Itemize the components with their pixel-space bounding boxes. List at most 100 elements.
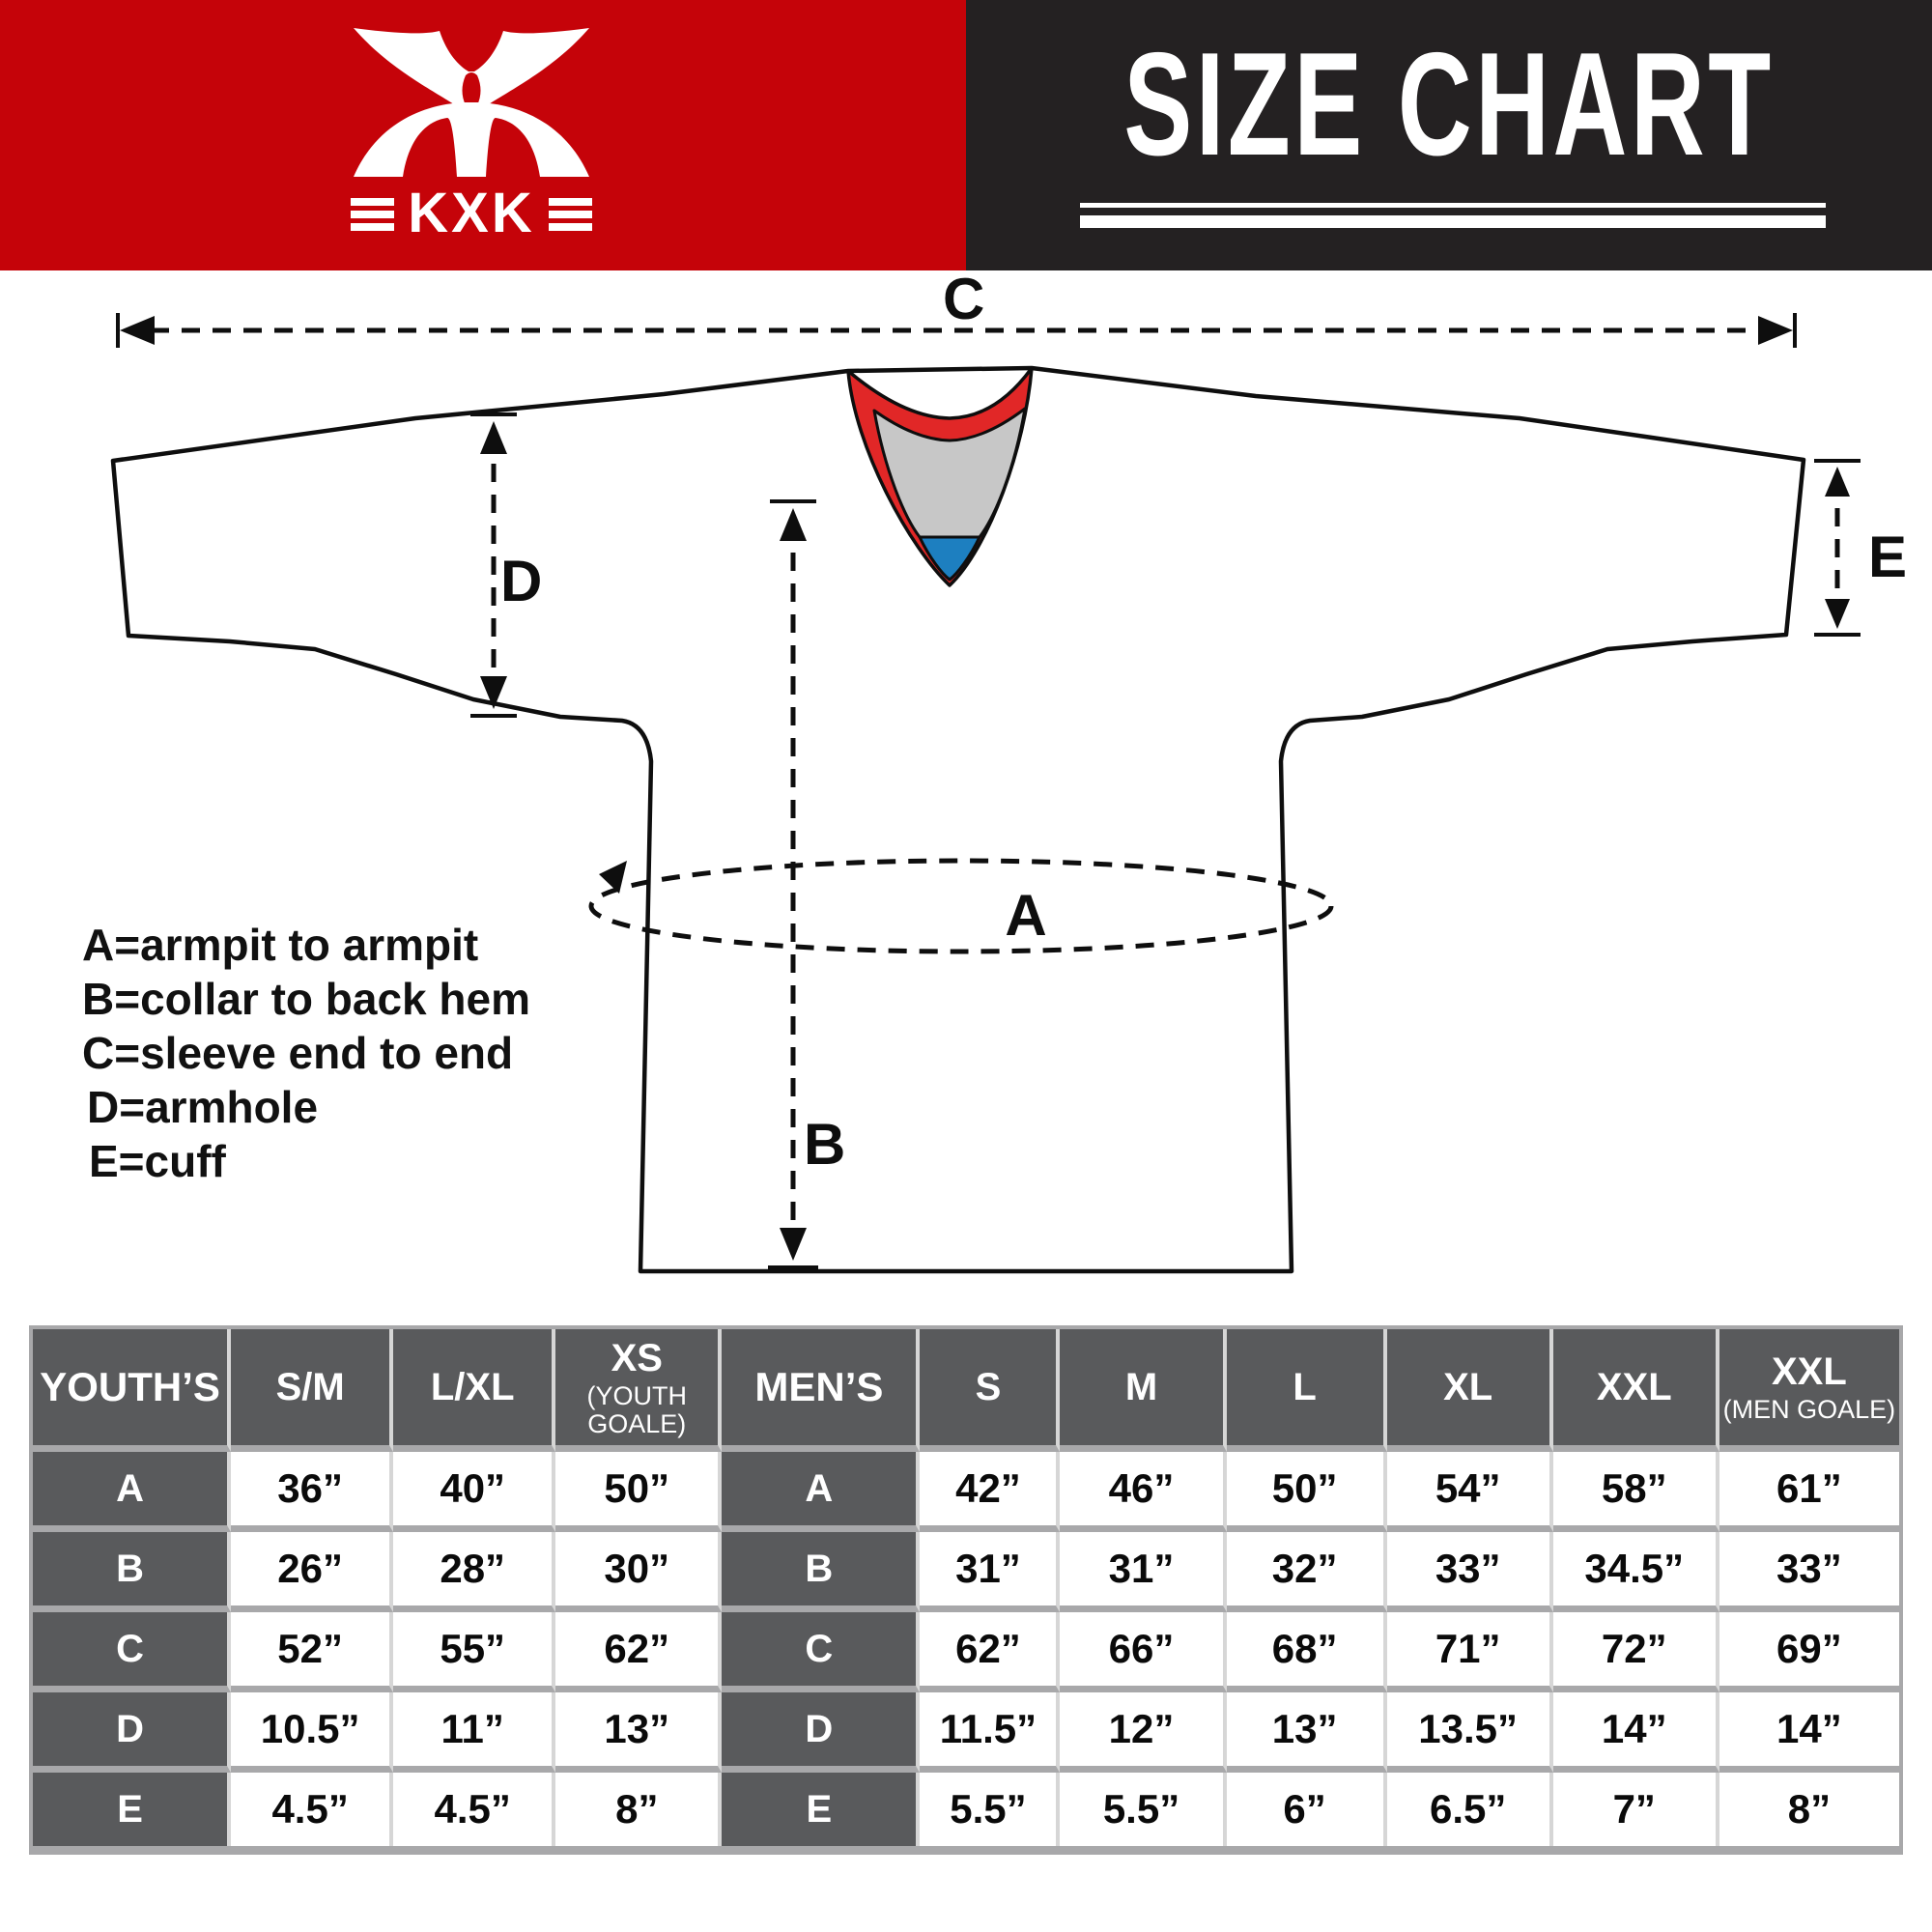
title-underline (1080, 203, 1826, 208)
youth-size-xs-goalie: XS (YOUTH GOALE) (555, 1329, 723, 1452)
title-banner: SIZE CHART (966, 0, 1932, 270)
table-row-d: D 10.5” 11” 13” D 11.5” 12” 13” 13.5” 14… (33, 1692, 1899, 1773)
row-label-cell: B (33, 1532, 232, 1612)
measure-e-arrow (1814, 459, 1861, 637)
legend-line-b: B=collar to back hem (82, 974, 530, 1024)
size-label: XS (611, 1336, 663, 1379)
row-label-cell: E (722, 1773, 921, 1846)
measure-a-ellipse (588, 858, 1334, 954)
measurement-legend: A=armpit to armpit B=collar to back hem … (82, 920, 530, 1186)
table-cell: 6” (1226, 1773, 1387, 1846)
table-cell: 8” (1719, 1773, 1899, 1846)
row-label-cell: D (33, 1692, 232, 1773)
youth-group-header: YOUTH’S (33, 1329, 232, 1452)
row-label-cell: A (33, 1452, 232, 1532)
table-cell: 71” (1386, 1612, 1553, 1692)
table-row-e: E 4.5” 4.5” 8” E 5.5” 5.5” 6” 6.5” 7” 8” (33, 1773, 1899, 1846)
page-title: SIZE CHART (1123, 22, 1775, 186)
table-cell: 54” (1386, 1452, 1553, 1532)
legend-line-c: C=sleeve end to end (82, 1028, 513, 1078)
row-label-cell: E (33, 1773, 232, 1846)
measure-b-arrow (768, 499, 818, 1269)
size-sublabel: (MEN GOALE) (1722, 1395, 1896, 1424)
brand-banner: KXK (0, 0, 966, 270)
label-b: B (804, 1112, 845, 1177)
collar-blue-tip (918, 535, 981, 582)
size-label: XXL (1772, 1350, 1847, 1393)
logo-left-bars-icon (351, 198, 394, 231)
table-cell: 52” (231, 1612, 394, 1692)
men-size-xxl: XXL (1552, 1329, 1719, 1452)
table-row-b: B 26” 28” 30” B 31” 31” 32” 33” 34.5” 33… (33, 1532, 1899, 1612)
jersey-measurement-diagram: C D B A (82, 267, 1907, 1274)
youth-size-sm: S/M (231, 1329, 394, 1452)
measure-c-arrow (116, 313, 1797, 348)
table-cell: 61” (1719, 1452, 1899, 1532)
table-cell: 26” (231, 1532, 394, 1612)
table-cell: 14” (1552, 1692, 1719, 1773)
title-underline (1080, 215, 1826, 228)
table-cell: 36” (231, 1452, 394, 1532)
table-cell: 50” (1226, 1452, 1387, 1532)
table-cell: 34.5” (1552, 1532, 1719, 1612)
table-cell: 58” (1552, 1452, 1719, 1532)
table-cell: 33” (1386, 1532, 1553, 1612)
table-row-a: A 36” 40” 50” A 42” 46” 50” 54” 58” 61” (33, 1452, 1899, 1532)
table-cell: 31” (1060, 1532, 1227, 1612)
table-cell: 5.5” (920, 1773, 1061, 1846)
size-sublabel: (YOUTH GOALE) (586, 1380, 688, 1438)
measure-d-arrow (470, 412, 517, 718)
label-e: E (1868, 525, 1907, 589)
table-cell: 62” (920, 1612, 1061, 1692)
table-cell: 11.5” (920, 1692, 1061, 1773)
row-label-cell: A (722, 1452, 921, 1532)
table-cell: 55” (393, 1612, 556, 1692)
legend-line-d: D=armhole (87, 1082, 318, 1132)
label-c: C (943, 267, 984, 331)
men-size-l: L (1226, 1329, 1387, 1452)
brand-text: KXK (408, 182, 534, 240)
table-cell: 12” (1060, 1692, 1227, 1773)
logo-right-bars-icon (549, 198, 592, 231)
table-cell: 72” (1552, 1612, 1719, 1692)
table-cell: 7” (1552, 1773, 1719, 1846)
table-cell: 10.5” (231, 1692, 394, 1773)
table-cell: 4.5” (393, 1773, 556, 1846)
men-size-xxl-goalie: XXL (MEN GOALE) (1719, 1329, 1899, 1452)
men-size-xl: XL (1386, 1329, 1553, 1452)
table-cell: 30” (555, 1532, 723, 1612)
row-label-cell: B (722, 1532, 921, 1612)
table-cell: 46” (1060, 1452, 1227, 1532)
table-cell: 13.5” (1386, 1692, 1553, 1773)
row-label-cell: C (722, 1612, 921, 1692)
table-cell: 4.5” (231, 1773, 394, 1846)
size-table: YOUTH’S S/M L/XL XS (YOUTH GOALE) MEN’S … (29, 1325, 1903, 1855)
table-cell: 62” (555, 1612, 723, 1692)
table-cell: 6.5” (1386, 1773, 1553, 1846)
legend-line-a: A=armpit to armpit (82, 920, 478, 970)
top-banner: KXK SIZE CHART (0, 0, 1932, 270)
collar-inner-panel (872, 407, 1027, 539)
row-label-cell: D (722, 1692, 921, 1773)
table-cell: 69” (1719, 1612, 1899, 1692)
label-d: D (500, 549, 542, 613)
legend-line-e: E=cuff (89, 1136, 227, 1186)
men-size-s: S (920, 1329, 1061, 1452)
table-cell: 50” (555, 1452, 723, 1532)
row-label-cell: C (33, 1612, 232, 1692)
table-cell: 42” (920, 1452, 1061, 1532)
table-cell: 31” (920, 1532, 1061, 1612)
table-cell: 32” (1226, 1532, 1387, 1612)
label-a: A (1005, 883, 1046, 948)
jersey-outline (110, 365, 1806, 1274)
kxk-logo-icon: KXK (351, 28, 592, 240)
men-group-header: MEN’S (722, 1329, 921, 1452)
table-cell: 28” (393, 1532, 556, 1612)
table-cell: 11” (393, 1692, 556, 1773)
table-header-row: YOUTH’S S/M L/XL XS (YOUTH GOALE) MEN’S … (33, 1329, 1899, 1452)
youth-size-lxl: L/XL (393, 1329, 556, 1452)
table-cell: 33” (1719, 1532, 1899, 1612)
table-cell: 40” (393, 1452, 556, 1532)
table-cell: 66” (1060, 1612, 1227, 1692)
